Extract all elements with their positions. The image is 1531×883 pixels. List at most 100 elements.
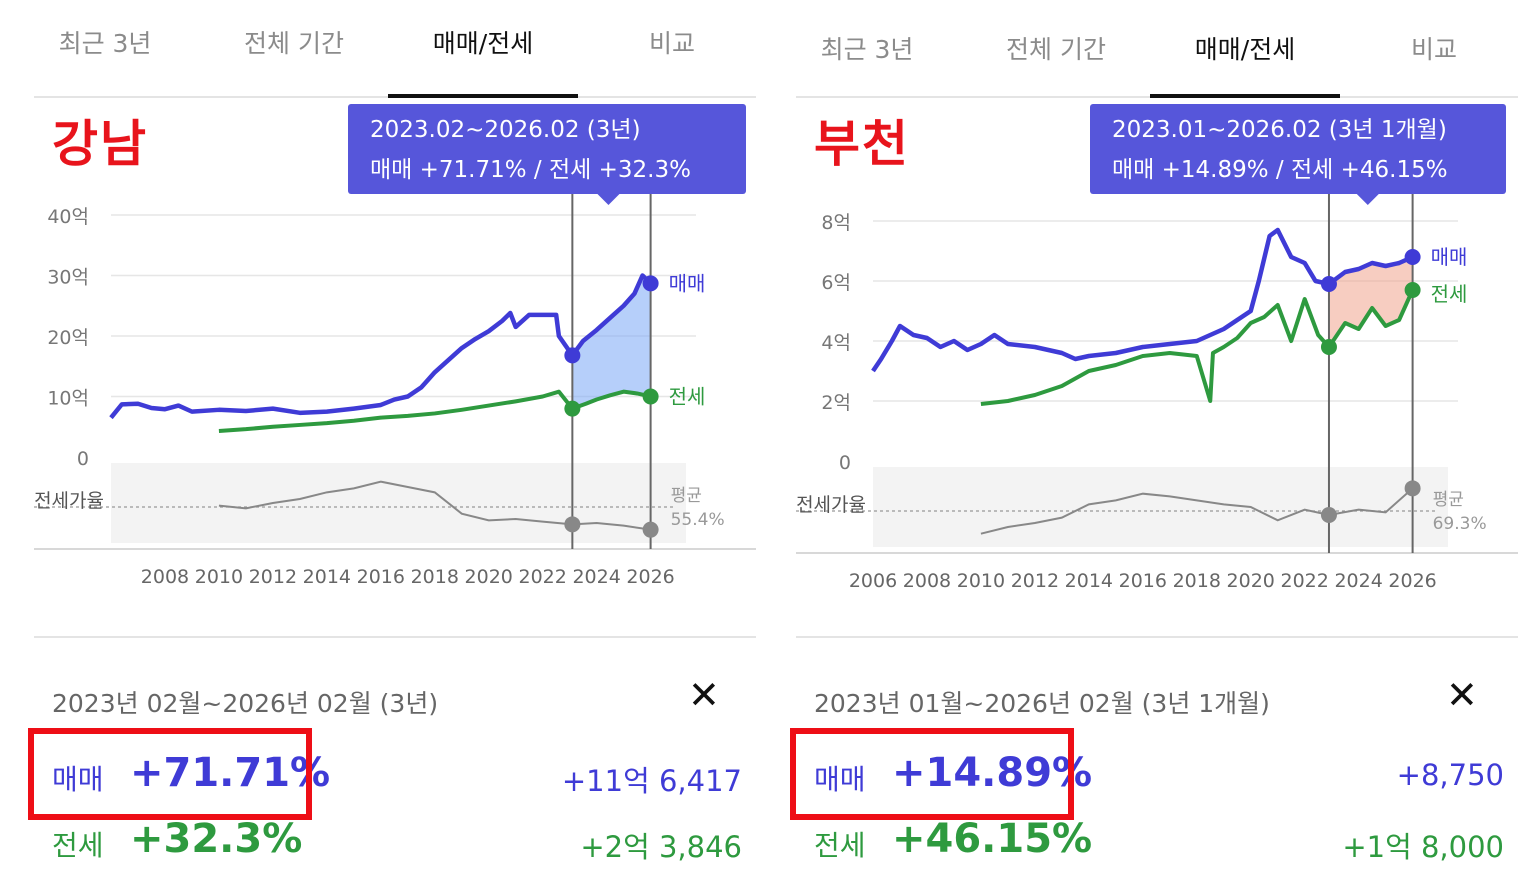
sale-point [564,347,581,364]
sale-point [1320,276,1337,292]
tab-compare[interactable]: 비교 [648,29,695,58]
tooltip-range: 2023.01~2026.02 (3년 1개월) [1112,117,1447,143]
sale-label: 매매 [52,763,104,796]
highlight-box [790,728,1074,820]
ratio-label: 전세가율 [796,494,866,516]
tab-sale-jeonse[interactable]: 매매/전세 [1194,35,1296,64]
jeonse-percent: +32.3% [130,816,303,862]
x-tick-label: 2010 [195,566,243,588]
jeonse-series-label: 전세 [1431,282,1468,306]
x-tick-label: 2020 [1227,570,1275,588]
y-tick-label: 8억 [821,212,851,234]
divider [34,636,756,638]
jeonse-label: 전세 [814,829,866,862]
tab-recent-3y[interactable]: 최근 3년 [58,29,152,58]
ratio-line [980,487,1414,535]
x-tick-label: 2022 [1281,570,1329,588]
sale-series-label: 매매 [1431,245,1468,269]
tooltip-range: 2023.02~2026.02 (3년) [370,117,641,143]
jeonse-amount: +1억 8,000 [1342,830,1504,864]
highlight-box [28,728,312,820]
y-tick-label: 40억 [47,206,89,228]
tooltip-arrow [597,194,620,205]
price-chart[interactable]: 8억 6억 4억 2억 0 전세가율 2006 2008 2010 2012 2014 2016 201… [796,98,1518,588]
jeonse-point [564,400,581,417]
range-tooltip [1090,104,1506,194]
jeonse-row: 전세 +32.3% +2억 3,846 [52,810,742,870]
y-tick-label: 30억 [47,267,89,289]
sale-line [109,273,653,420]
y-tick-label: 0 [839,452,851,474]
x-tick-label: 2006 [849,570,897,588]
price-chart[interactable]: 40억 30억 20억 10억 0 전세가율 2008 2010 2012 2014 2016 201… [34,98,756,588]
sale-amount: +8,750 [1396,758,1504,792]
jeonse-series-label: 전세 [669,385,706,409]
tab-all-period[interactable]: 전체 기간 [244,29,344,58]
tab-all-period[interactable]: 전체 기간 [1006,35,1106,64]
x-tick-label: 2012 [249,566,297,588]
sale-point [642,275,659,292]
ratio-point [642,521,659,538]
range-text: 2023년 01월~2026년 02월 (3년 1개월) [814,689,1270,718]
x-tick-label: 2014 [1065,570,1113,588]
x-tick-label: 2024 [572,566,620,588]
average-value: 69.3% [1433,514,1487,534]
active-tab-indicator [1150,94,1340,98]
y-tick-label: 6억 [821,272,851,294]
jeonse-point [642,388,659,405]
jeonse-line [980,289,1415,406]
y-tick-label: 10억 [47,388,89,410]
x-tick-label: 2016 [1119,570,1167,588]
average-value: 55.4% [671,510,725,530]
ratio-point [564,516,581,533]
tooltip-change: 매매 +14.89% / 전세 +46.15% [1112,157,1448,183]
active-tab-indicator [388,94,578,98]
period-tabs: 최근 3년 전체 기간 매매/전세 비교 [34,0,756,98]
sale-amount: +11억 6,417 [561,764,742,798]
sale-row: 매매 +14.89% +8,750 [814,744,1504,804]
close-icon[interactable]: ✕ [688,673,720,717]
average-label: 평균 [1433,490,1464,510]
jeonse-point [1320,339,1337,355]
jeonse-label: 전세 [52,829,104,862]
region-label: 강남 [52,115,148,173]
x-tick-label: 2008 [141,566,189,588]
sale-percent: +71.71% [130,750,331,796]
x-tick-label: 2012 [1011,570,1059,588]
ratio-point [1404,480,1421,497]
ratio-band [111,463,686,543]
jeonse-percent: +46.15% [892,816,1093,862]
x-tick-label: 2018 [411,566,459,588]
highlight-area [572,275,651,409]
sale-label: 매매 [814,763,866,796]
y-tick-label: 4억 [821,332,851,354]
x-tick-label: 2020 [465,566,513,588]
highlight-area [1328,257,1413,347]
range-tooltip [348,104,746,194]
sale-series-label: 매매 [669,271,706,295]
x-tick-label: 2018 [1173,570,1221,588]
divider [796,636,1518,638]
close-icon[interactable]: ✕ [1446,673,1478,717]
jeonse-amount: +2억 3,846 [580,830,742,864]
tab-compare[interactable]: 비교 [1410,35,1457,64]
x-tick-label: 2026 [1388,570,1436,588]
y-tick-label: 0 [77,448,89,470]
x-tick-label: 2024 [1334,570,1382,588]
sale-point [1404,249,1421,265]
range-text: 2023년 02월~2026년 02월 (3년) [52,689,439,718]
average-label: 평균 [671,486,702,506]
tab-sale-jeonse[interactable]: 매매/전세 [432,29,534,58]
x-tick-label: 2022 [519,566,567,588]
y-tick-label: 2억 [821,392,851,414]
sale-percent: +14.89% [892,750,1093,796]
y-tick-label: 20억 [47,327,89,349]
jeonse-line [218,389,652,433]
gangnam-panel: 최근 3년 전체 기간 매매/전세 비교 강남 40억 30억 20억 10억 0 전세가… [28,0,764,883]
jeonse-point [1404,282,1421,298]
tooltip-change: 매매 +71.71% / 전세 +32.3% [370,157,691,183]
tab-recent-3y[interactable]: 최근 3년 [820,35,914,64]
tooltip-arrow [1356,194,1379,205]
x-tick-label: 2008 [903,570,951,588]
bucheon-panel: 최근 3년 전체 기간 매매/전세 비교 부천 8억 6억 4억 2억 0 전세가율 200… [790,0,1526,883]
